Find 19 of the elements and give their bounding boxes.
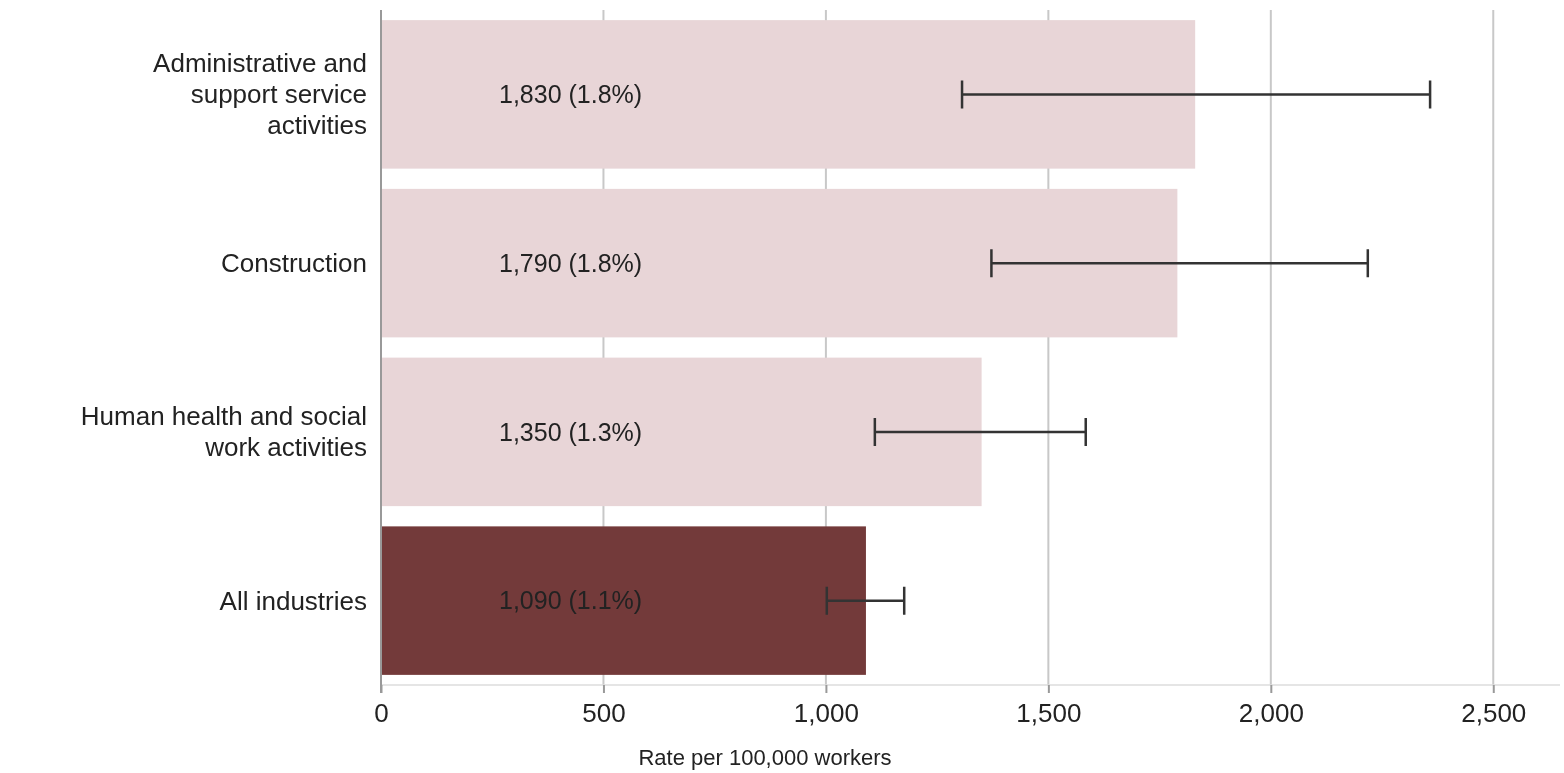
y-tick-label: Administrative and support service activities [153, 48, 367, 141]
data-label: 1,090 (1.1%) [499, 586, 643, 615]
data-label: 1,790 (1.8%) [499, 248, 643, 277]
bar [381, 20, 1196, 169]
data-label: 1,830 (1.8%) [499, 80, 643, 109]
y-tick-label: All industries [219, 585, 367, 616]
bar [381, 188, 1178, 338]
x-tick-label: 1,000 [793, 698, 859, 728]
data-label: 1,350 (1.3%) [499, 417, 643, 446]
x-tick-label: 2,000 [1238, 698, 1304, 728]
bar [381, 526, 866, 675]
y-tick-label: Construction [221, 248, 367, 279]
x-tick-label: 0 [374, 698, 389, 728]
bar [381, 357, 982, 507]
x-tick-label: 2,500 [1461, 698, 1527, 728]
x-tick-label: 1,500 [1016, 698, 1082, 728]
y-tick-label: Human health and social work activities [80, 401, 367, 463]
x-axis-title: Rate per 100,000 workers [638, 745, 892, 770]
x-tick-label: 500 [582, 698, 626, 728]
